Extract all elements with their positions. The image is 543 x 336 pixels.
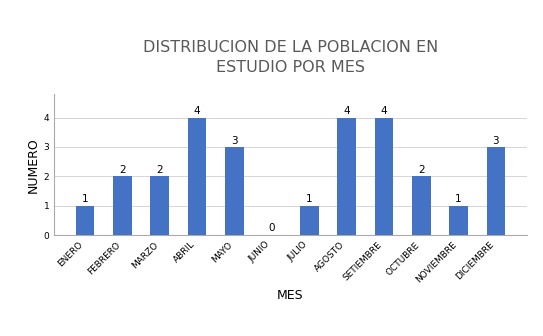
Text: DISTRIBUCION DE LA POBLACION EN
ESTUDIO POR MES: DISTRIBUCION DE LA POBLACION EN ESTUDIO …	[143, 40, 438, 75]
Text: 3: 3	[231, 135, 238, 145]
Bar	[412, 176, 431, 235]
Text: 1: 1	[455, 194, 462, 204]
Text: 2: 2	[119, 165, 126, 175]
Text: 4: 4	[381, 106, 387, 116]
Y-axis label: NUMERO: NUMERO	[27, 137, 40, 193]
Text: 2: 2	[418, 165, 425, 175]
Text: 1: 1	[82, 194, 89, 204]
Text: 4: 4	[343, 106, 350, 116]
Bar	[300, 206, 319, 235]
Bar	[76, 206, 94, 235]
Bar	[150, 176, 169, 235]
Text: 4: 4	[194, 106, 200, 116]
Text: 1: 1	[306, 194, 312, 204]
Text: 2: 2	[156, 165, 163, 175]
Bar	[113, 176, 132, 235]
X-axis label: MES: MES	[277, 289, 304, 302]
Bar	[225, 147, 244, 235]
Bar	[487, 147, 505, 235]
Text: 3: 3	[493, 135, 499, 145]
Bar	[449, 206, 468, 235]
Bar	[337, 118, 356, 235]
Text: 0: 0	[269, 223, 275, 233]
Bar	[375, 118, 393, 235]
Bar	[188, 118, 206, 235]
